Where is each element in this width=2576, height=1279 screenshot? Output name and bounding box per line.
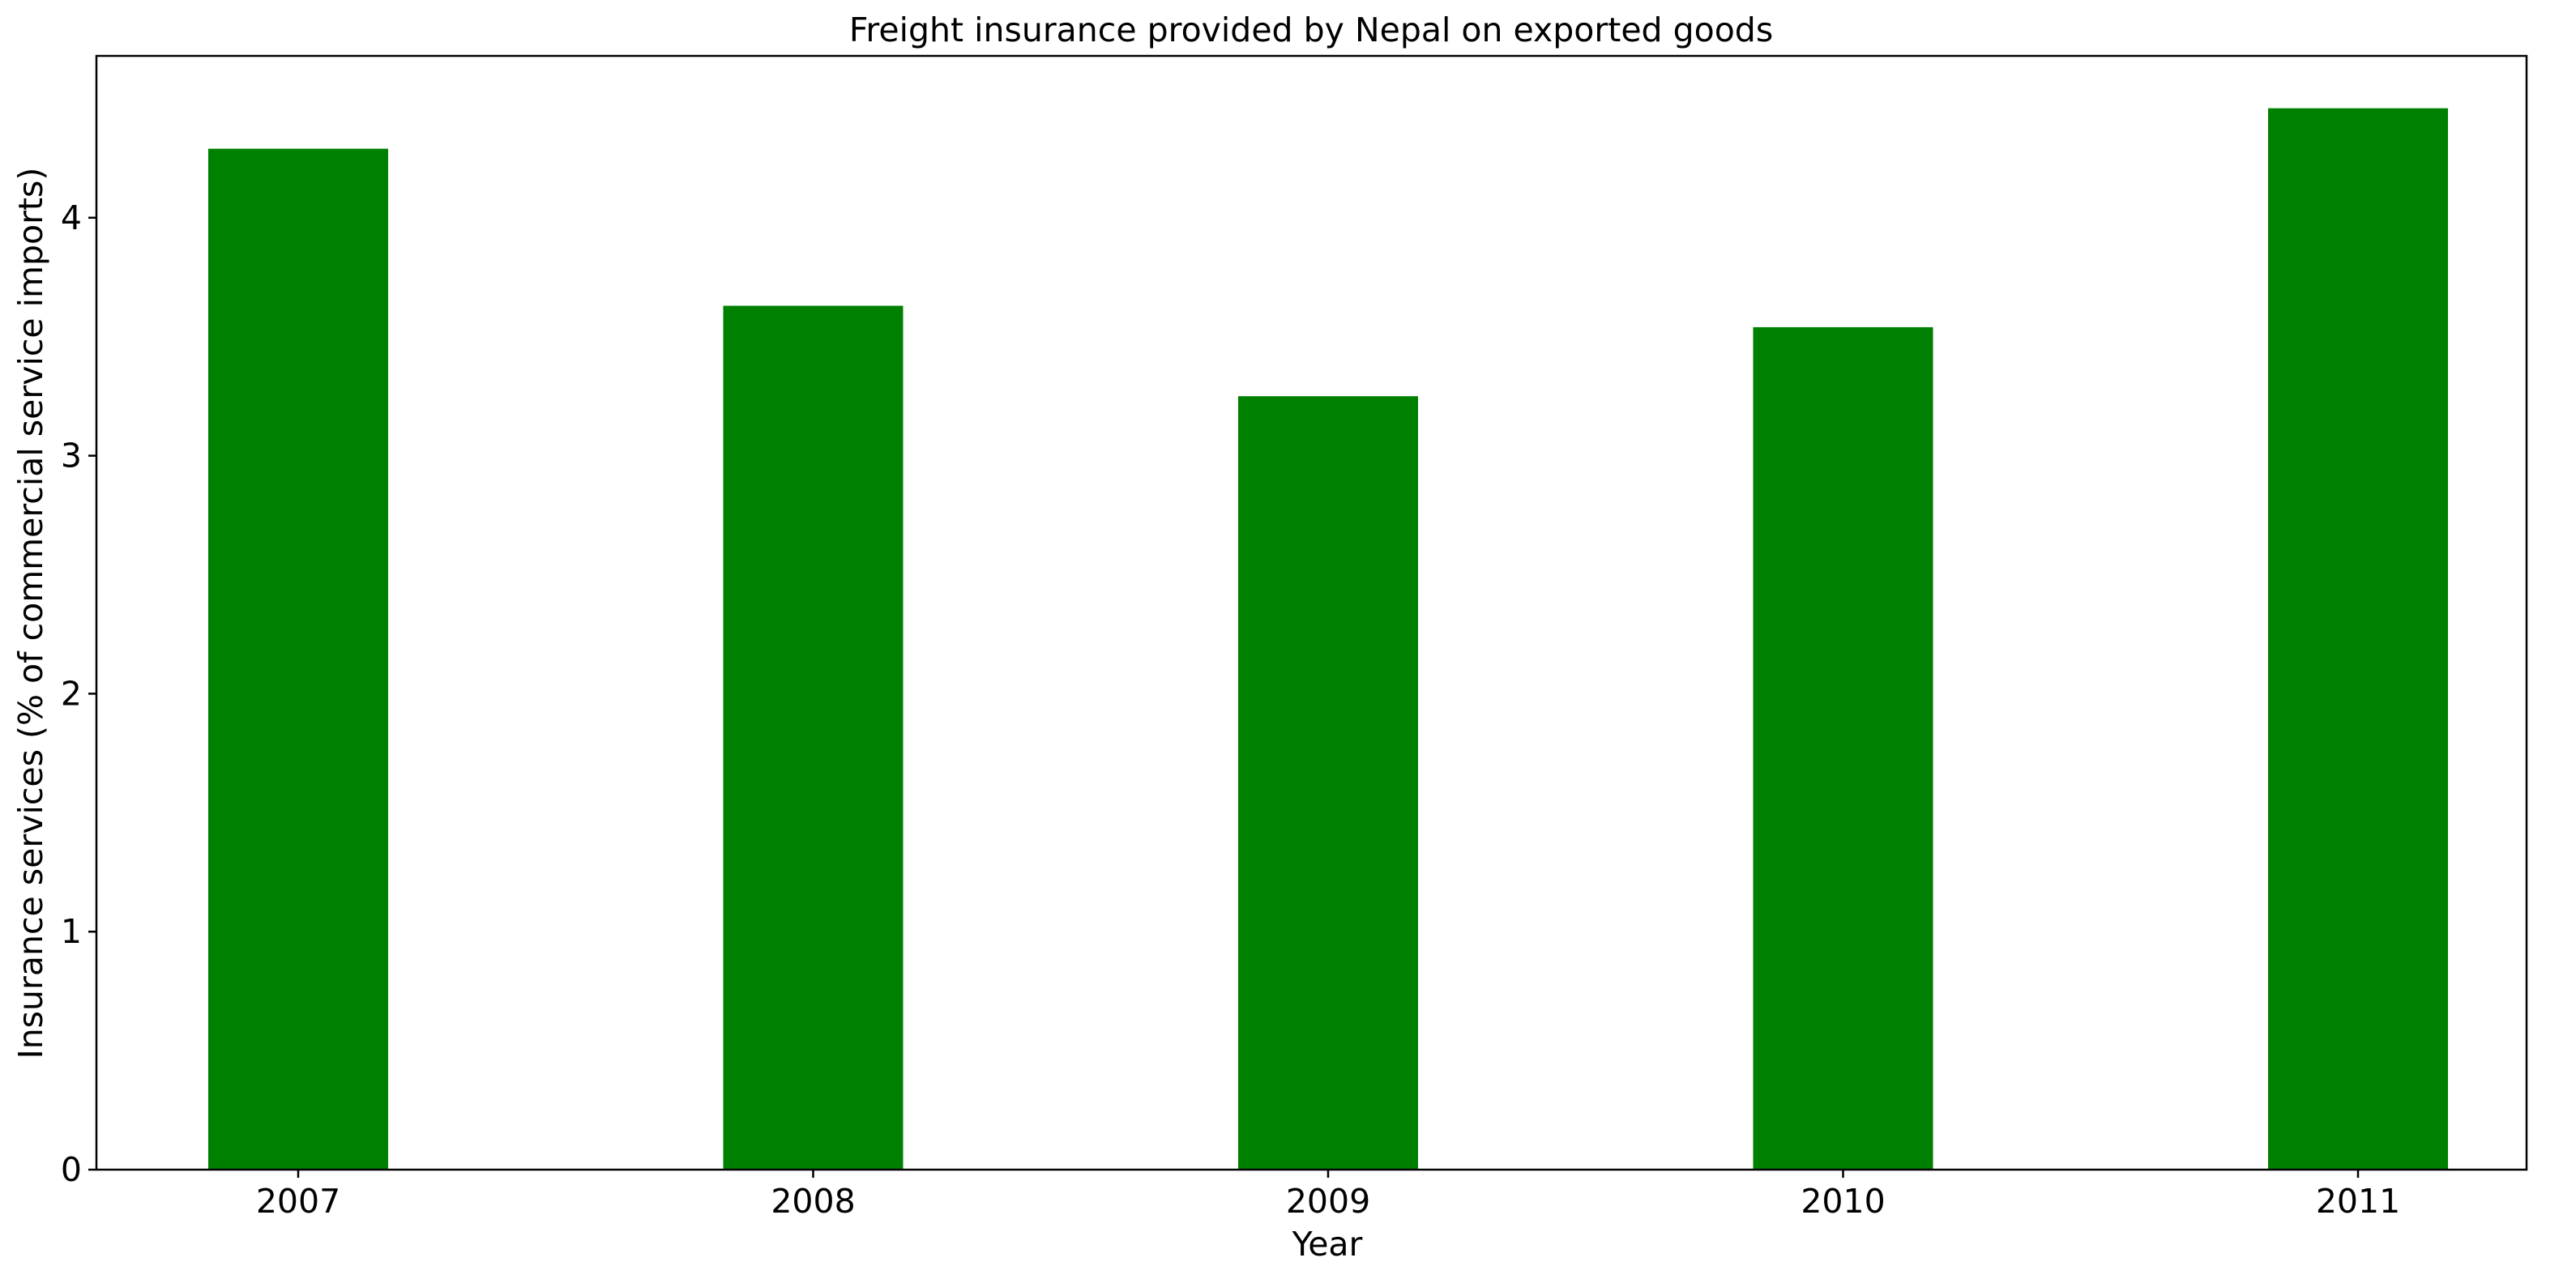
y-axis-label: Insurance services (% of commercial serv… xyxy=(11,168,50,1059)
y-tick-label: 3 xyxy=(61,437,82,475)
y-tick-label: 4 xyxy=(61,198,82,237)
x-axis: 2007 2008 2009 2010 2011 xyxy=(256,1170,2400,1221)
x-tick-label: 2009 xyxy=(1286,1182,1370,1221)
x-tick-label: 2011 xyxy=(2316,1182,2400,1221)
chart-title: Freight insurance provided by Nepal on e… xyxy=(849,11,1773,49)
bar-2011 xyxy=(2268,108,2448,1170)
bar-2007 xyxy=(208,148,388,1170)
bar-2009 xyxy=(1238,396,1418,1170)
y-axis: 0 1 2 3 4 xyxy=(61,198,96,1189)
bars-layer xyxy=(208,108,2448,1170)
x-tick-label: 2007 xyxy=(256,1182,340,1221)
y-tick-label: 1 xyxy=(61,912,82,951)
bar-2010 xyxy=(1753,326,1933,1170)
x-axis-label: Year xyxy=(1292,1225,1363,1264)
x-tick-label: 2008 xyxy=(771,1182,855,1221)
bar-2008 xyxy=(723,305,904,1170)
y-tick-label: 0 xyxy=(61,1150,82,1189)
plot-frame xyxy=(95,54,2528,1171)
y-tick-label: 2 xyxy=(61,674,82,713)
x-tick-label: 2010 xyxy=(1801,1182,1885,1221)
